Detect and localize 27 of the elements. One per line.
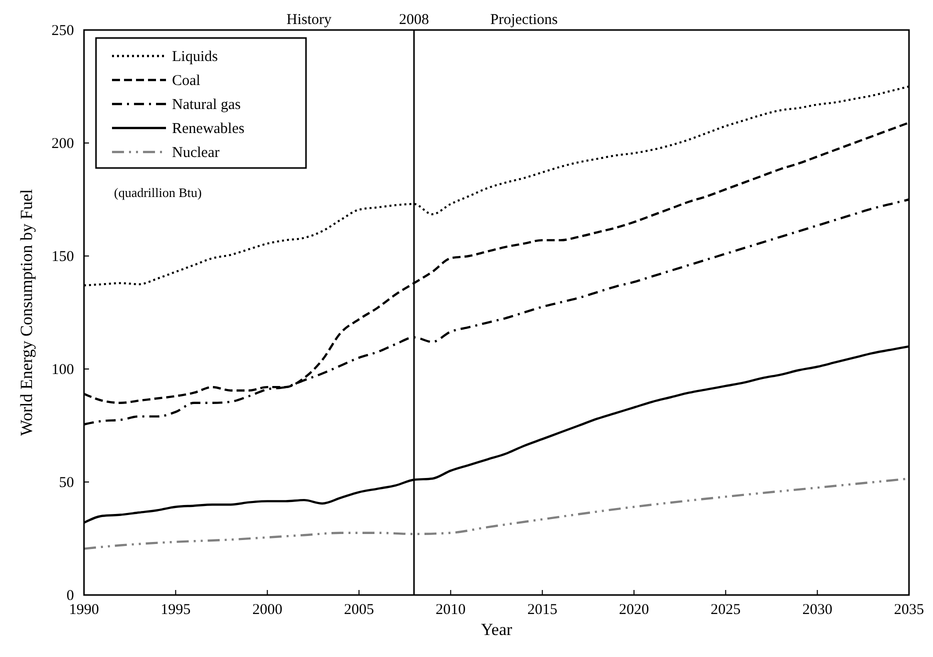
x-tick-label: 2020: [619, 602, 649, 618]
x-tick-label: 2030: [802, 602, 832, 618]
x-tick-label: 1990: [69, 602, 99, 618]
x-tick-label: 1995: [160, 602, 191, 618]
annotation: (quadrillion Btu): [114, 185, 202, 200]
legend-label: Natural gas: [172, 97, 241, 113]
y-tick-label: 100: [52, 362, 74, 378]
legend-label: Nuclear: [172, 145, 220, 161]
y-tick-label: 200: [52, 136, 74, 152]
ref-line-label: 2008: [399, 12, 429, 28]
y-tick-label: 0: [66, 588, 74, 604]
x-tick-label: 2015: [527, 602, 558, 618]
legend-label: Liquids: [172, 49, 218, 65]
text: History: [286, 12, 332, 28]
x-axis-title: Year: [480, 620, 512, 639]
x-tick-label: 2025: [710, 602, 741, 618]
y-tick-label: 50: [59, 475, 74, 491]
y-axis-title: World Energy Consumption by Fuel: [17, 188, 36, 436]
x-tick-label: 2010: [436, 602, 466, 618]
x-tick-label: 2005: [344, 602, 374, 618]
text: Projections: [490, 12, 558, 28]
legend-label: Coal: [172, 73, 200, 89]
y-tick-label: 250: [52, 23, 74, 39]
legend-label: Renewables: [172, 121, 245, 137]
y-tick-label: 150: [52, 249, 74, 265]
x-tick-label: 2000: [252, 602, 282, 618]
x-tick-label: 2035: [894, 602, 924, 618]
